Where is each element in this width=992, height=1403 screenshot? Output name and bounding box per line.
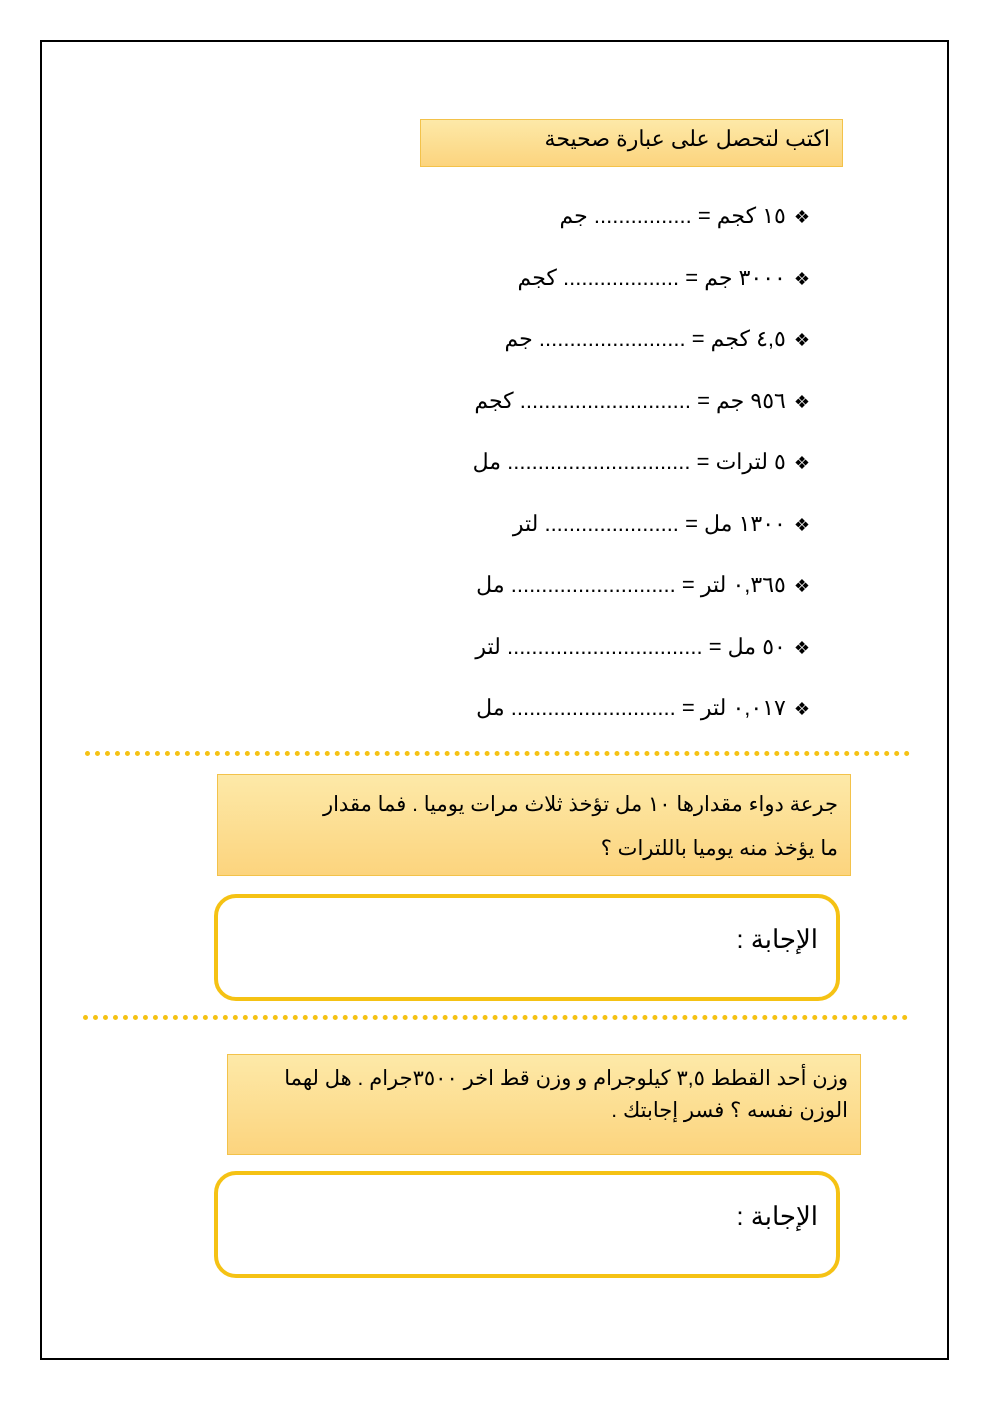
- bullet-icon: ❖: [793, 453, 810, 473]
- conversion-item: ❖ ٤,٥ كجم = ........................ جم: [505, 324, 810, 354]
- item-given: ٣٠٠٠ جم =: [685, 264, 786, 290]
- answer-blank[interactable]: ............................: [519, 387, 691, 413]
- question-2-box: وزن أحد القطط ٣,٥ كيلوجرام و وزن قط اخر …: [227, 1054, 861, 1155]
- answer-box-1[interactable]: الإجابة :: [214, 894, 840, 1001]
- bullet-icon: ❖: [793, 576, 810, 596]
- conversion-item: ❖ ٣٠٠٠ جم = ................... كجم: [518, 263, 810, 293]
- item-unit: لتر: [475, 633, 501, 659]
- bullet-icon: ❖: [793, 268, 810, 289]
- item-given: ٤,٥ كجم =: [691, 326, 786, 351]
- question-1-box: جرعة دواء مقدارها ١٠ مل تؤخذ ثلاث مرات ي…: [217, 774, 851, 876]
- item-given: ٠,٠١٧ لتر =: [681, 695, 786, 720]
- item-given: ١٣٠٠ مل =: [685, 510, 786, 536]
- exercise-title: اكتب لتحصل على عبارة صحيحة: [420, 119, 843, 167]
- bullet-icon: ❖: [793, 207, 810, 227]
- bullet-icon: ❖: [793, 330, 810, 350]
- item-unit: مل: [476, 572, 505, 597]
- answer-blank[interactable]: ...................: [563, 264, 680, 290]
- item-given: ٠,٣٦٥ لتر =: [681, 572, 786, 597]
- answer-box-2[interactable]: الإجابة :: [214, 1171, 840, 1278]
- answer-blank[interactable]: ..............................: [507, 449, 691, 474]
- conversion-item: ❖ ١٥ كجم = ................ جم: [560, 201, 810, 231]
- answer-blank[interactable]: ................: [593, 203, 692, 228]
- item-given: ١٥ كجم =: [697, 203, 786, 228]
- conversion-item: ❖ ٩٥٦ جم = ............................ ك…: [474, 386, 810, 416]
- item-unit: جم: [504, 326, 533, 351]
- answer-blank[interactable]: ......................: [544, 510, 679, 536]
- answer-blank[interactable]: ...........................: [510, 572, 676, 597]
- item-unit: مل: [472, 449, 502, 474]
- bullet-icon: ❖: [793, 514, 810, 535]
- dotted-divider: [85, 751, 910, 756]
- question-2-line-2: الوزن نفسه ؟ فسر إجابتك .: [611, 1099, 848, 1122]
- answer-blank[interactable]: ...........................: [510, 695, 676, 720]
- item-given: ٥٠ مل =: [708, 633, 786, 659]
- item-given: ٥ لترات =: [696, 449, 786, 474]
- conversion-item: ❖ ٥ لترات = .............................…: [473, 447, 810, 477]
- page-border: [40, 40, 949, 1360]
- conversion-item: ❖ ١٣٠٠ مل = ...................... لتر: [513, 509, 810, 539]
- item-unit: كجم: [517, 264, 557, 290]
- question-1-line-1: جرعة دواء مقدارها ١٠ مل تؤخذ ثلاث مرات ي…: [322, 793, 838, 816]
- item-unit: مل: [476, 695, 505, 720]
- question-2-line-1: وزن أحد القطط ٣,٥ كيلوجرام و وزن قط اخر …: [284, 1067, 848, 1090]
- item-given: ٩٥٦ جم =: [697, 387, 786, 413]
- bullet-icon: ❖: [793, 637, 810, 658]
- bullet-icon: ❖: [793, 699, 810, 719]
- item-unit: لتر: [512, 510, 539, 536]
- item-unit: جم: [559, 203, 588, 228]
- item-unit: كجم: [474, 387, 514, 413]
- dotted-divider: [83, 1015, 908, 1020]
- conversion-item: ❖ ٠,٣٦٥ لتر = ...........................…: [476, 570, 810, 600]
- bullet-icon: ❖: [793, 391, 810, 412]
- conversion-item: ❖ ٥٠ مل = ...............................…: [475, 632, 810, 662]
- answer-blank[interactable]: ................................: [506, 633, 703, 659]
- conversion-item: ❖ ٠,٠١٧ لتر = ...........................…: [476, 693, 810, 723]
- answer-blank[interactable]: ........................: [538, 326, 686, 351]
- question-1-line-2: ما يؤخذ منه يوميا باللترات ؟: [600, 837, 838, 860]
- answer-label: الإجابة :: [736, 924, 818, 954]
- answer-label: الإجابة :: [736, 1201, 818, 1231]
